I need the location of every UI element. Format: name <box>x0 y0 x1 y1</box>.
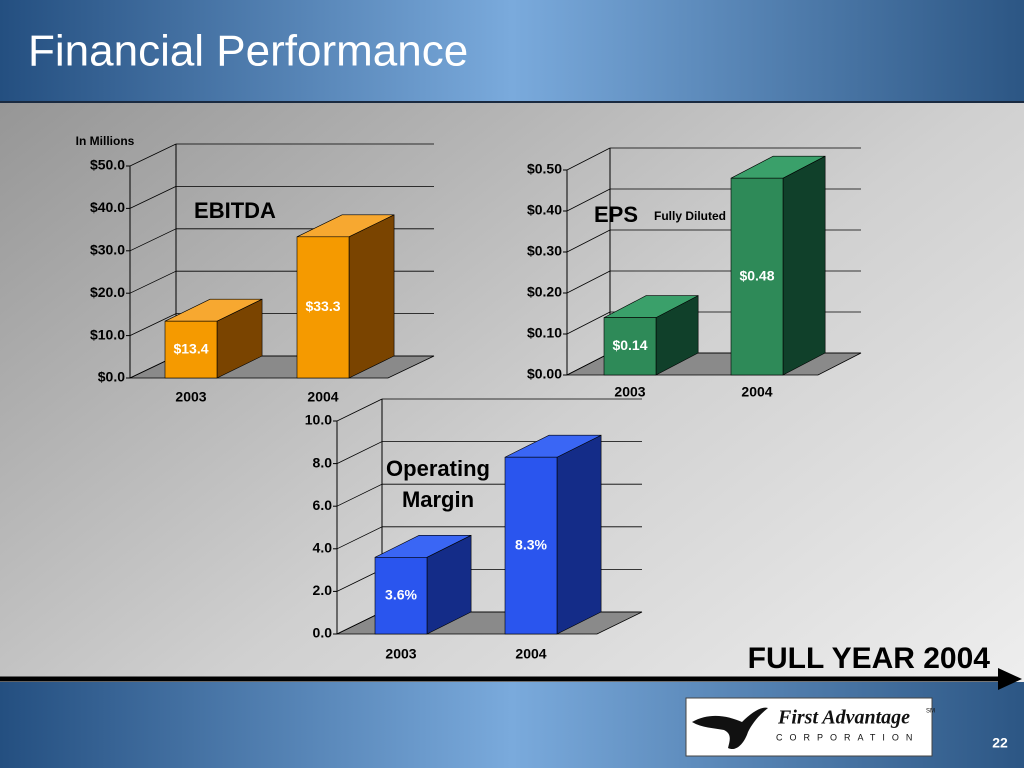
bar-front <box>374 557 428 635</box>
bar <box>374 534 472 635</box>
grid-line <box>336 611 383 635</box>
x-tick-label: 2004 <box>515 646 546 662</box>
x-tick-label: 2003 <box>385 646 416 662</box>
value-label: 3.6% <box>385 586 417 602</box>
y-tick-label: $20.0 <box>90 284 125 300</box>
grid-line <box>129 228 177 252</box>
chart-title: EPS <box>594 202 638 227</box>
bar <box>730 155 826 376</box>
grid-line <box>566 188 611 212</box>
y-tick-label: 8.0 <box>313 454 333 470</box>
title-band <box>0 0 1024 102</box>
bar <box>504 434 602 635</box>
grid-line <box>566 229 611 253</box>
value-label: $0.14 <box>612 337 647 353</box>
bar <box>164 298 263 379</box>
value-label: $33.3 <box>305 298 340 314</box>
bar-front <box>603 317 657 376</box>
y-tick-label: $0.20 <box>527 284 562 300</box>
y-tick-label: $30.0 <box>90 242 125 258</box>
y-tick-label: 6.0 <box>313 497 333 513</box>
footer-arrow <box>998 668 1022 690</box>
bar-front <box>164 320 218 379</box>
bar-front <box>504 456 558 635</box>
bar <box>296 214 395 379</box>
page-number: 22 <box>992 735 1008 751</box>
y-tick-label: $0.10 <box>527 325 562 341</box>
y-tick-label: $10.0 <box>90 326 125 342</box>
grid-line <box>336 526 383 550</box>
grid-line <box>129 270 177 294</box>
x-tick-label: 2004 <box>307 389 338 405</box>
grid-line <box>129 143 177 167</box>
chart-subtitle: Fully Diluted <box>654 209 726 223</box>
grid-line <box>336 441 383 464</box>
grid-line <box>129 313 177 336</box>
y-tick-label: 10.0 <box>305 412 332 428</box>
banner: FULL YEAR 2004 <box>748 642 991 675</box>
slide-title: Financial Performance <box>28 27 468 76</box>
bar-front <box>296 236 350 379</box>
logo-bird <box>692 707 768 750</box>
bar <box>603 295 699 376</box>
grid-line <box>129 186 177 209</box>
x-tick-label: 2003 <box>175 389 206 405</box>
logo-name: First Advantage <box>777 707 910 729</box>
bar-front <box>730 177 784 376</box>
unit-label: In Millions <box>76 134 135 148</box>
grid-line <box>336 398 383 422</box>
grid-line <box>336 483 383 507</box>
bar-side <box>782 155 826 376</box>
y-tick-label: 4.0 <box>313 540 333 556</box>
logo-subtitle: CORPORATION <box>776 732 919 742</box>
y-tick-label: $40.0 <box>90 199 125 215</box>
y-tick-label: $0.30 <box>527 243 562 259</box>
value-label: $0.48 <box>739 267 774 283</box>
chart-title: Operating Margin <box>386 456 490 512</box>
chart-title: EBITDA <box>194 198 276 223</box>
logo: First Advantage SM CORPORATION <box>685 697 935 757</box>
y-tick-label: $50.0 <box>90 157 125 173</box>
x-tick-label: 2003 <box>614 384 645 400</box>
grid-line <box>336 569 383 592</box>
grid-line <box>566 352 611 376</box>
grid-line <box>566 270 611 294</box>
y-tick-label: $0.40 <box>527 202 562 218</box>
y-tick-label: 0.0 <box>313 625 333 641</box>
grid-line <box>566 147 611 171</box>
x-tick-label: 2004 <box>741 384 772 400</box>
grid-line <box>566 311 611 335</box>
y-tick-label: 2.0 <box>313 582 333 598</box>
value-label: 8.3% <box>515 536 547 552</box>
bar-side <box>556 434 602 635</box>
logo-mark: SM <box>926 709 935 715</box>
bar-side <box>348 214 395 379</box>
y-tick-label: $0.50 <box>527 161 562 177</box>
y-tick-label: $0.00 <box>527 366 562 382</box>
y-tick-label: $0.0 <box>98 369 125 385</box>
value-label: $13.4 <box>173 340 208 356</box>
